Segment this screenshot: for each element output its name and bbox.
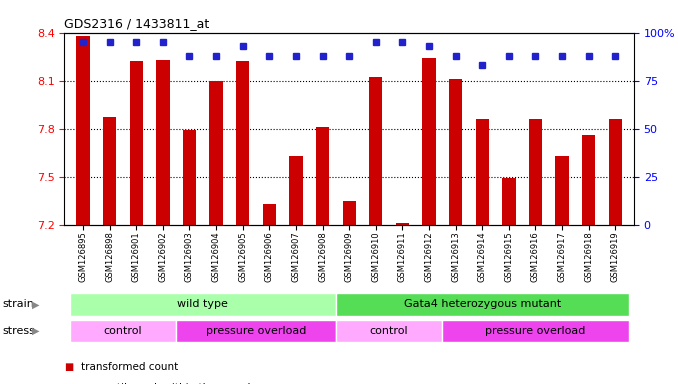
Text: control: control xyxy=(370,326,408,336)
Bar xyxy=(336,320,442,343)
Bar xyxy=(156,60,170,225)
Bar xyxy=(582,135,595,225)
Text: strain: strain xyxy=(2,299,34,310)
Bar xyxy=(262,204,276,225)
Text: ■: ■ xyxy=(64,383,74,384)
Bar xyxy=(369,78,382,225)
Bar xyxy=(77,36,89,225)
Text: Gata4 heterozygous mutant: Gata4 heterozygous mutant xyxy=(403,299,561,310)
Text: pressure overload: pressure overload xyxy=(485,326,586,336)
Bar xyxy=(555,156,569,225)
Bar xyxy=(502,178,515,225)
Text: ▶: ▶ xyxy=(31,299,39,310)
Bar xyxy=(70,293,336,316)
Bar xyxy=(475,119,489,225)
Text: wild type: wild type xyxy=(178,299,228,310)
Text: stress: stress xyxy=(2,326,35,336)
Bar xyxy=(183,130,196,225)
Bar xyxy=(176,320,336,343)
Bar xyxy=(290,156,302,225)
Bar xyxy=(442,320,629,343)
Bar xyxy=(129,61,143,225)
Text: percentile rank within the sample: percentile rank within the sample xyxy=(81,383,257,384)
Bar xyxy=(236,61,250,225)
Bar xyxy=(529,119,542,225)
Bar xyxy=(422,58,436,225)
Bar xyxy=(342,201,356,225)
Text: pressure overload: pressure overload xyxy=(206,326,306,336)
Bar xyxy=(103,118,117,225)
Text: transformed count: transformed count xyxy=(81,362,178,372)
Bar xyxy=(336,293,629,316)
Text: ■: ■ xyxy=(64,362,74,372)
Text: GDS2316 / 1433811_at: GDS2316 / 1433811_at xyxy=(64,17,210,30)
Bar xyxy=(449,79,462,225)
Bar xyxy=(609,119,622,225)
Text: control: control xyxy=(104,326,142,336)
Bar xyxy=(70,320,176,343)
Bar xyxy=(316,127,330,225)
Bar xyxy=(210,81,223,225)
Bar xyxy=(396,223,409,225)
Text: ▶: ▶ xyxy=(31,326,39,336)
